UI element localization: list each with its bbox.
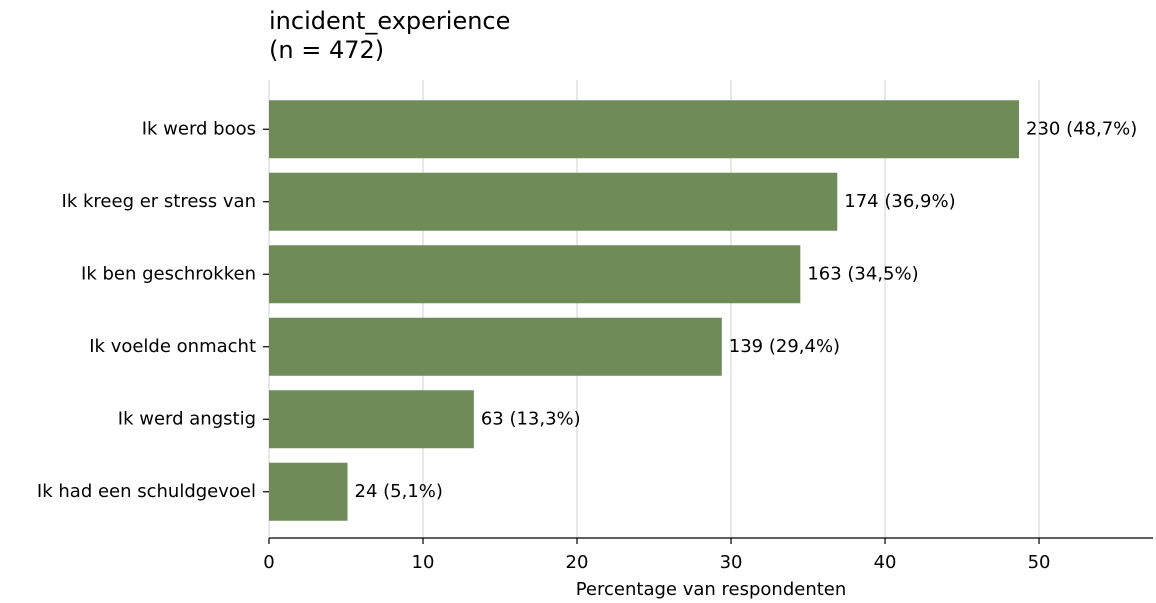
x-tick-label: 30 <box>720 552 743 573</box>
value-label: 174 (36,9%) <box>844 191 955 212</box>
y-tick-label: Ik ben geschrokken <box>81 263 256 284</box>
value-label: 139 (29,4%) <box>729 336 840 357</box>
y-tick-label: Ik voelde onmacht <box>89 336 256 357</box>
x-tick-label: 0 <box>263 552 274 573</box>
bar <box>269 390 474 449</box>
bar <box>269 245 801 304</box>
y-tick-label: Ik werd boos <box>142 118 256 139</box>
y-tick-label: Ik had een schuldgevoel <box>37 481 256 502</box>
bar <box>269 172 838 231</box>
value-label: 63 (13,3%) <box>481 408 581 429</box>
chart-subtitle: (n = 472) <box>269 36 384 64</box>
y-tick-label: Ik werd angstig <box>118 408 256 429</box>
y-tick-label: Ik kreeg er stress van <box>62 191 256 212</box>
x-axis-label: Percentage van respondenten <box>576 579 847 600</box>
bar <box>269 462 348 521</box>
value-label: 163 (34,5%) <box>807 263 918 284</box>
bar <box>269 317 722 376</box>
value-label: 230 (48,7%) <box>1026 118 1137 139</box>
chart-title: incident_experience <box>269 7 510 35</box>
bar <box>269 100 1020 159</box>
x-tick-label: 10 <box>412 552 435 573</box>
x-tick-label: 20 <box>566 552 589 573</box>
value-label: 24 (5,1%) <box>355 481 443 502</box>
x-tick-label: 50 <box>1028 552 1051 573</box>
x-tick-label: 40 <box>874 552 897 573</box>
